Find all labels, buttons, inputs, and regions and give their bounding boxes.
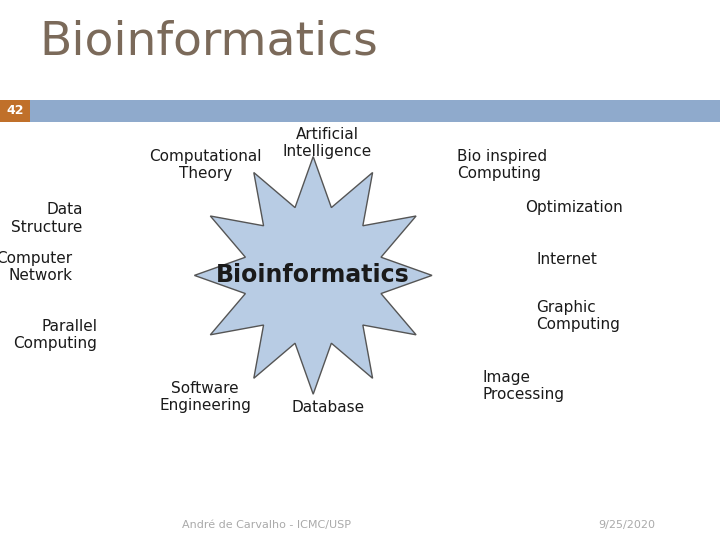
Text: Computational
Theory: Computational Theory [149, 148, 261, 181]
Text: Database: Database [291, 400, 364, 415]
FancyBboxPatch shape [30, 100, 720, 122]
Polygon shape [194, 157, 432, 394]
Text: 42: 42 [6, 104, 24, 117]
Text: Bio inspired
Computing: Bio inspired Computing [457, 148, 547, 181]
Text: 9/25/2020: 9/25/2020 [598, 520, 655, 530]
Text: Image
Processing: Image Processing [482, 370, 564, 402]
Text: Optimization: Optimization [526, 200, 624, 215]
Text: Artificial
Intelligence: Artificial Intelligence [283, 127, 372, 159]
Text: Data
Structure: Data Structure [12, 202, 83, 235]
Text: Software
Engineering: Software Engineering [159, 381, 251, 413]
Text: Internet: Internet [536, 252, 598, 267]
Text: Computer
Network: Computer Network [0, 251, 72, 284]
FancyBboxPatch shape [0, 100, 30, 122]
Text: Parallel
Computing: Parallel Computing [14, 319, 97, 351]
Text: Graphic
Computing: Graphic Computing [536, 300, 620, 332]
Text: André de Carvalho - ICMC/USP: André de Carvalho - ICMC/USP [182, 520, 351, 530]
Text: Bioinformatics: Bioinformatics [216, 264, 410, 287]
Text: Bioinformatics: Bioinformatics [40, 20, 378, 65]
